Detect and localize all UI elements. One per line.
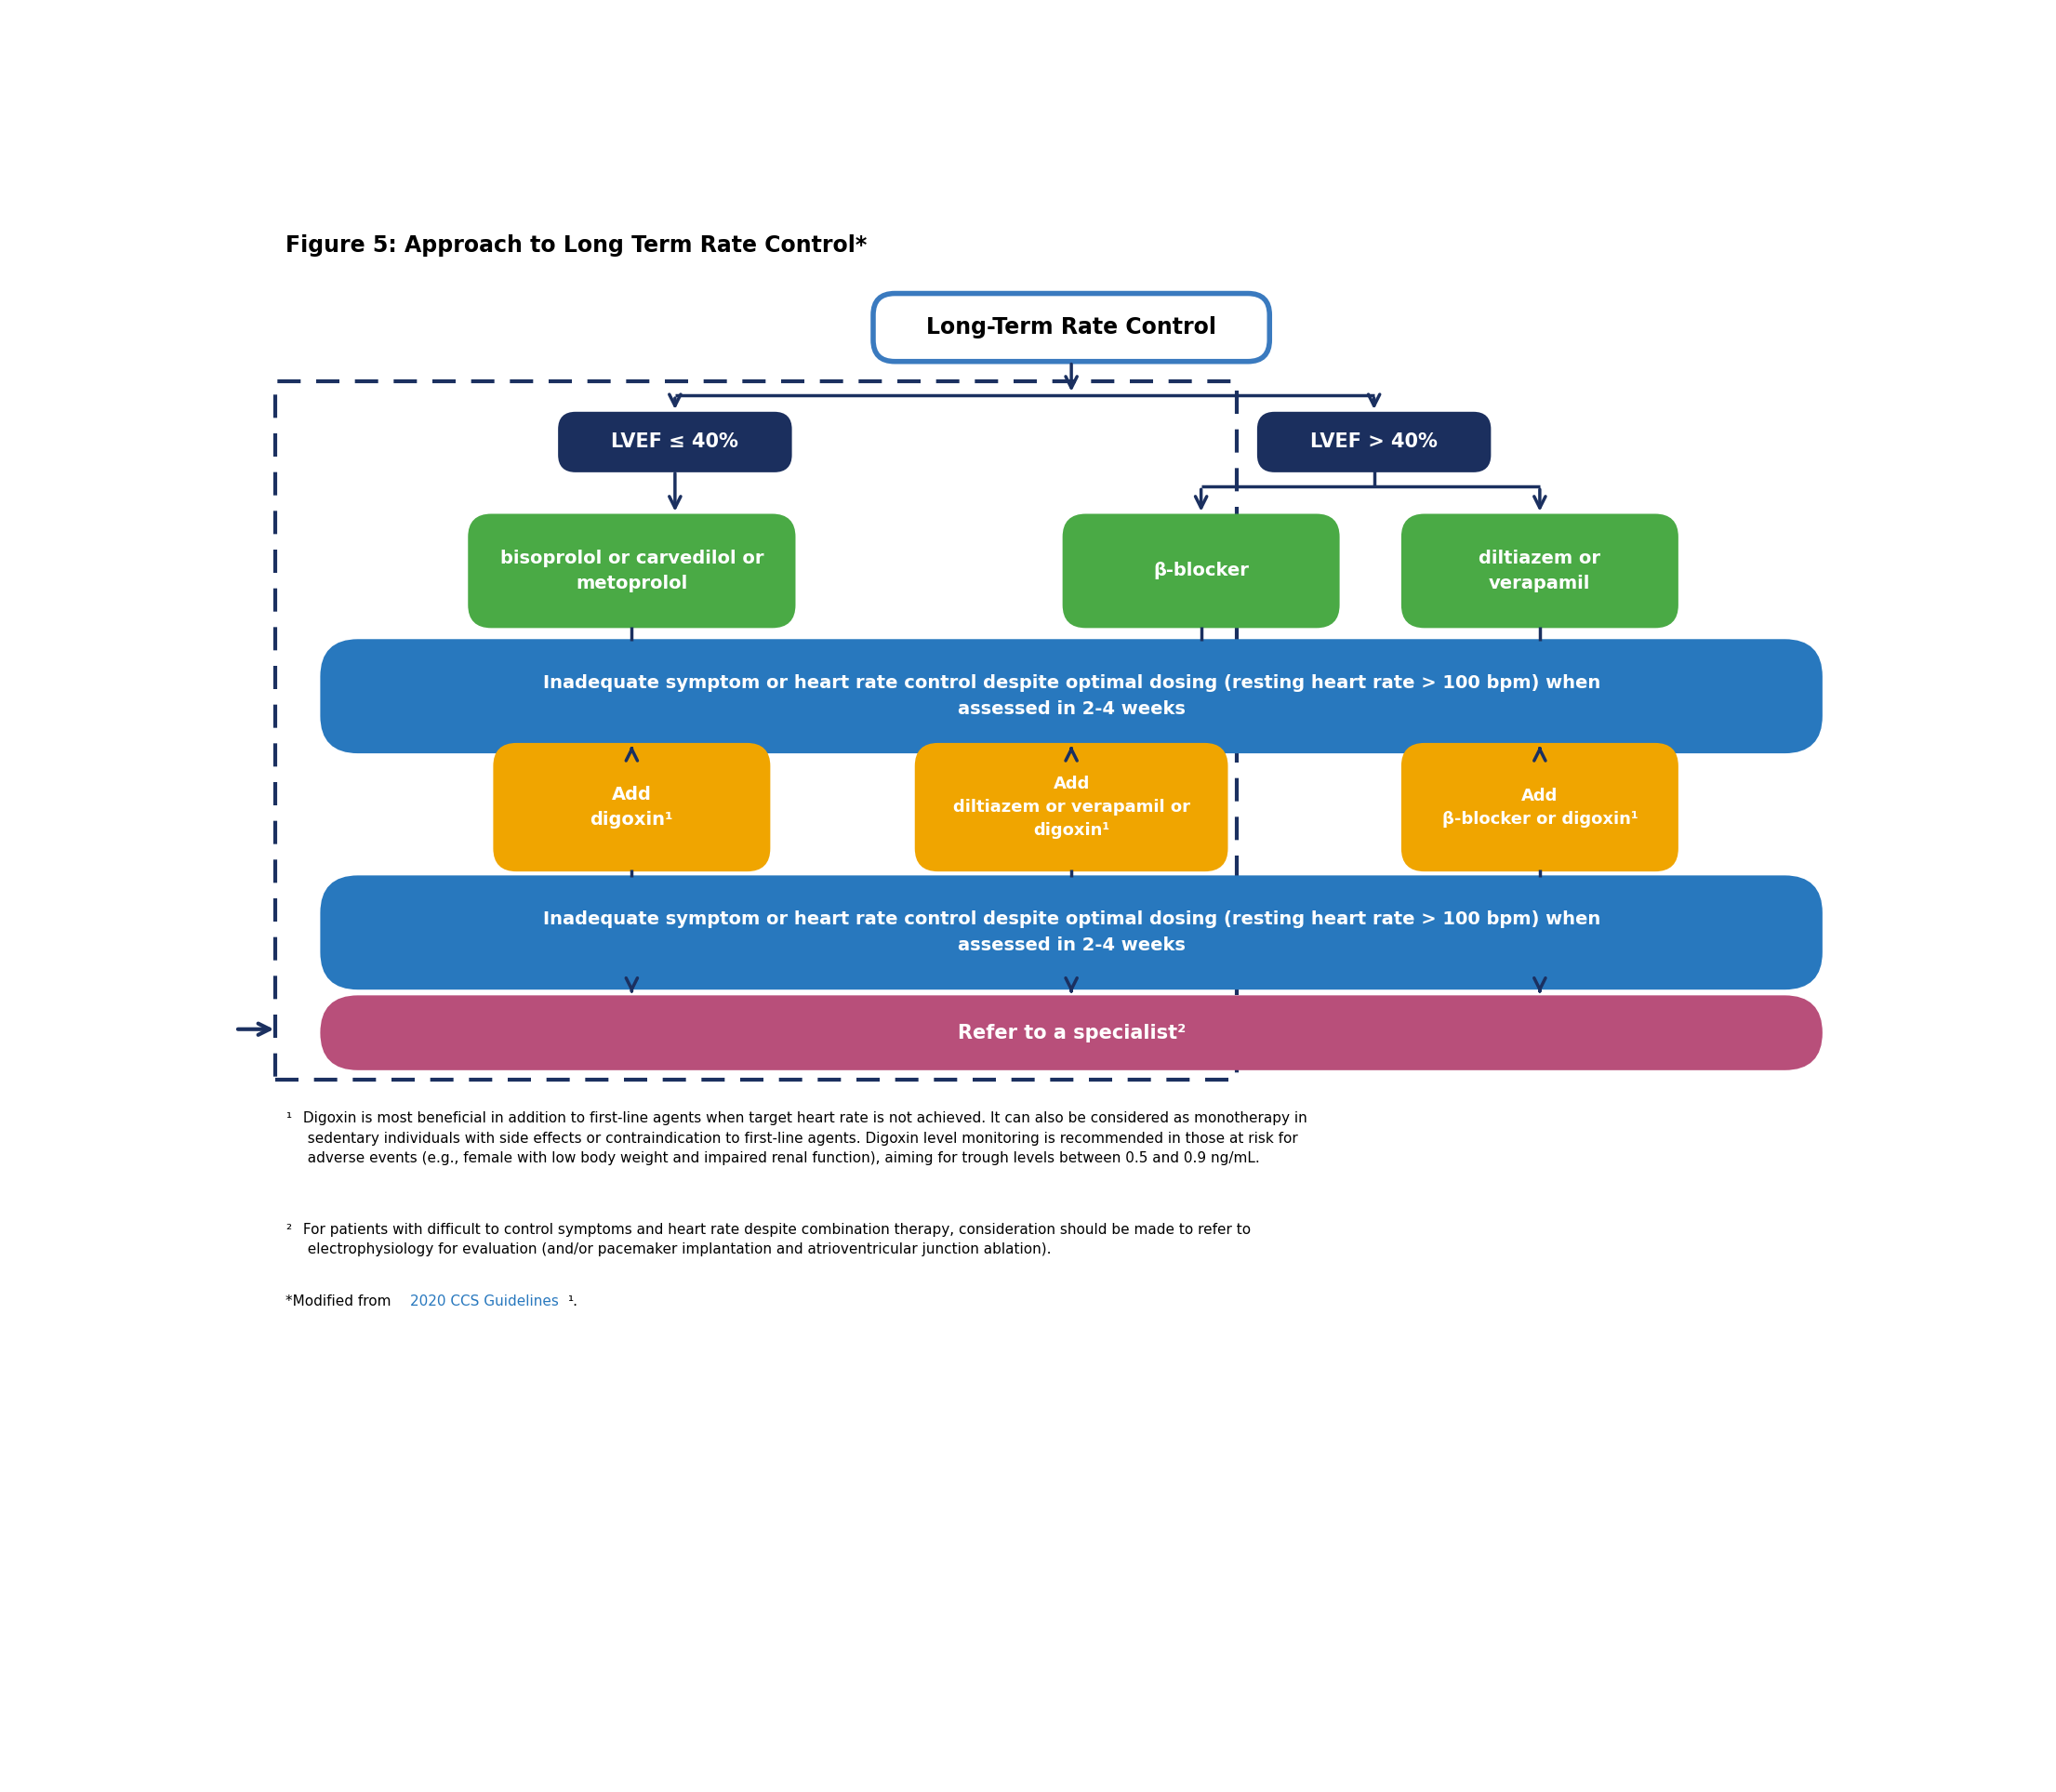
FancyBboxPatch shape: [1402, 516, 1678, 627]
FancyBboxPatch shape: [323, 876, 1822, 987]
Text: For patients with difficult to control symptoms and heart rate despite combinati: For patients with difficult to control s…: [298, 1222, 1252, 1256]
Text: Inadequate symptom or heart rate control despite optimal dosing (resting heart r: Inadequate symptom or heart rate control…: [543, 910, 1600, 955]
FancyBboxPatch shape: [323, 642, 1822, 751]
Text: Add
digoxin¹: Add digoxin¹: [590, 787, 674, 828]
FancyBboxPatch shape: [469, 516, 794, 627]
Text: ¹: ¹: [286, 1111, 292, 1125]
Text: ¹.: ¹.: [567, 1294, 578, 1308]
FancyBboxPatch shape: [874, 294, 1269, 362]
Text: 2020 CCS Guidelines: 2020 CCS Guidelines: [409, 1294, 559, 1308]
FancyBboxPatch shape: [1065, 516, 1338, 627]
FancyBboxPatch shape: [323, 996, 1822, 1068]
Text: LVEF > 40%: LVEF > 40%: [1310, 432, 1437, 452]
Text: Digoxin is most beneficial in addition to first-line agents when target heart ra: Digoxin is most beneficial in addition t…: [298, 1111, 1308, 1165]
Text: diltiazem or
verapamil: diltiazem or verapamil: [1478, 550, 1602, 591]
FancyBboxPatch shape: [559, 414, 790, 471]
Text: Refer to a specialist²: Refer to a specialist²: [958, 1023, 1186, 1043]
FancyBboxPatch shape: [1402, 744, 1678, 869]
Text: ²: ²: [286, 1222, 292, 1236]
Text: β-blocker: β-blocker: [1153, 563, 1248, 581]
Text: Add
diltiazem or verapamil or
digoxin¹: Add diltiazem or verapamil or digoxin¹: [952, 776, 1190, 839]
Text: *Modified from: *Modified from: [286, 1294, 397, 1308]
FancyBboxPatch shape: [1258, 414, 1489, 471]
Text: LVEF ≤ 40%: LVEF ≤ 40%: [611, 432, 738, 452]
Text: bisoprolol or carvedilol or
metoprolol: bisoprolol or carvedilol or metoprolol: [500, 550, 763, 591]
Text: Inadequate symptom or heart rate control despite optimal dosing (resting heart r: Inadequate symptom or heart rate control…: [543, 674, 1600, 719]
Text: Figure 5: Approach to Long Term Rate Control*: Figure 5: Approach to Long Term Rate Con…: [286, 235, 868, 256]
FancyBboxPatch shape: [917, 744, 1225, 869]
FancyBboxPatch shape: [495, 744, 769, 869]
Text: Long-Term Rate Control: Long-Term Rate Control: [927, 317, 1217, 339]
Text: Add
β-blocker or digoxin¹: Add β-blocker or digoxin¹: [1441, 787, 1639, 828]
